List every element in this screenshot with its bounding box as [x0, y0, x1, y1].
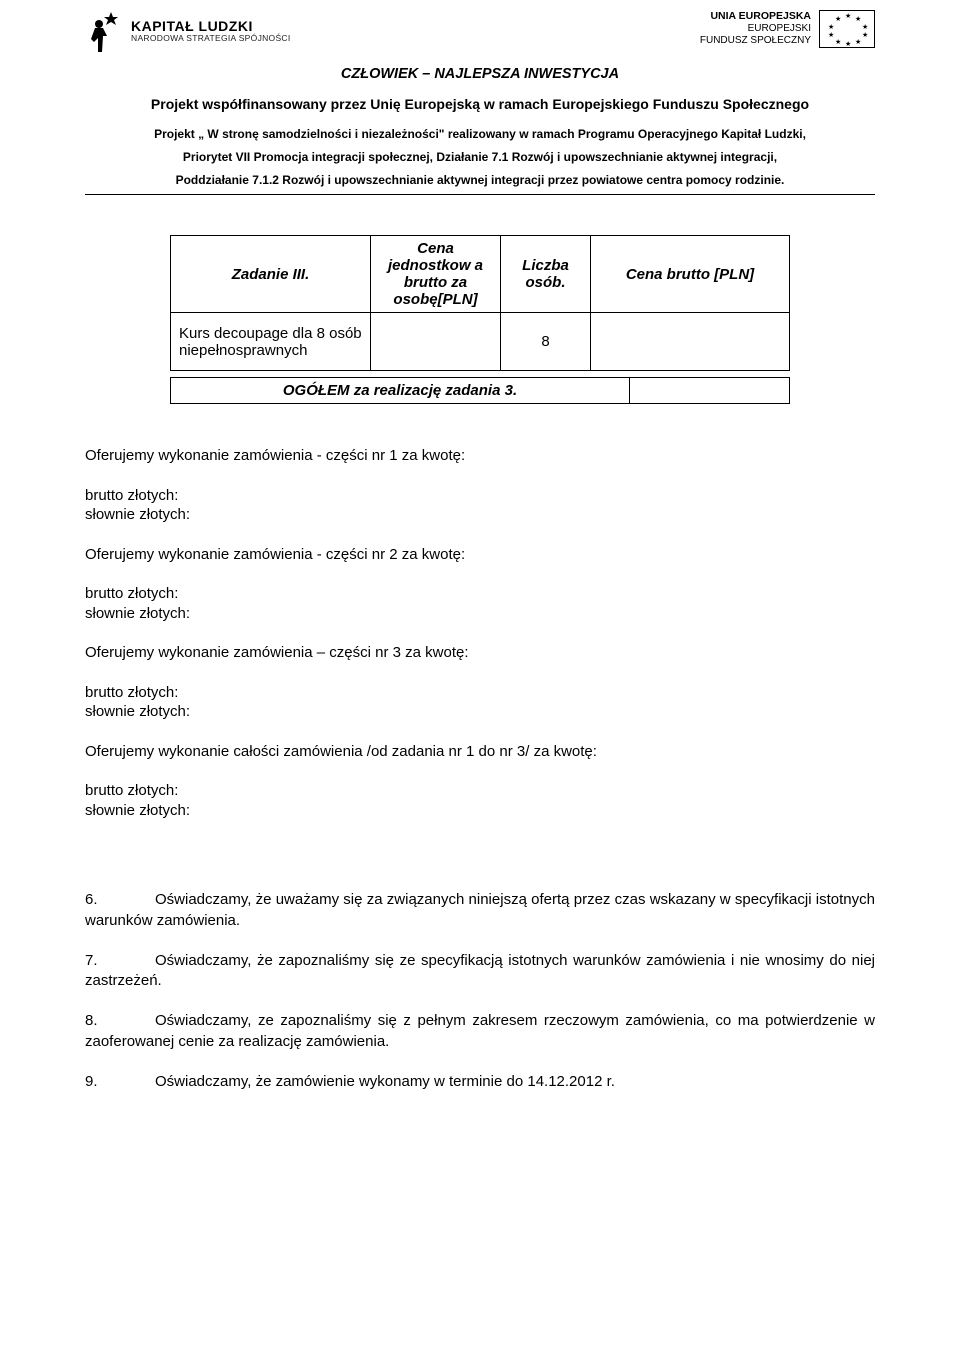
logo-kapital-ludzki: KAPITAŁ LUDZKI NARODOWA STRATEGIA SPÓJNO… — [85, 10, 291, 52]
task-table: Zadanie III. Cena jednostkow a brutto za… — [170, 235, 790, 371]
offer-part3: Oferujemy wykonanie zamówienia – części … — [85, 643, 875, 663]
row1-desc: Kurs decoupage dla 8 osób niepełnosprawn… — [179, 325, 362, 359]
row1-count: 8 — [541, 333, 549, 350]
eu-flag-icon: ★ ★ ★ ★ ★ ★ ★ ★ ★ ★ — [819, 10, 875, 48]
project-desc-3: Poddziałanie 7.1.2 Rozwój i upowszechnia… — [85, 172, 875, 189]
logo-eu: UNIA EUROPEJSKA EUROPEJSKI FUNDUSZ SPOŁE… — [700, 10, 875, 48]
project-desc-1: Projekt „ W stronę samodzielności i niez… — [85, 126, 875, 143]
brutto-3: brutto złotych: — [85, 683, 875, 703]
eu-line2: EUROPEJSKI — [700, 23, 811, 35]
th-total: Cena brutto [PLN] — [626, 266, 754, 283]
kl-subtitle: NARODOWA STRATEGIA SPÓJNOŚCI — [131, 34, 291, 43]
person-star-icon — [85, 10, 123, 52]
project-desc-2: Priorytet VII Promocja integracji społec… — [85, 149, 875, 166]
th-count: Liczba osób. — [522, 257, 569, 291]
slownie-2: słownie złotych: — [85, 604, 875, 624]
brutto-2: brutto złotych: — [85, 584, 875, 604]
sum-label: OGÓŁEM za realizację zadania 3. — [283, 382, 517, 399]
offer-body: Oferujemy wykonanie zamówienia - części … — [85, 446, 875, 820]
header-logos: KAPITAŁ LUDZKI NARODOWA STRATEGIA SPÓJNO… — [85, 10, 875, 52]
offer-part2: Oferujemy wykonanie zamówienia - części … — [85, 545, 875, 565]
sum-value — [630, 378, 790, 404]
kl-title: KAPITAŁ LUDZKI — [131, 19, 291, 34]
decl-8: 8.Oświadczamy, ze zapoznaliśmy się z peł… — [85, 1011, 875, 1052]
header-slogan: CZŁOWIEK – NAJLEPSZA INWESTYCJA — [85, 66, 875, 82]
slownie-1: słownie złotych: — [85, 505, 875, 525]
slownie-3: słownie złotych: — [85, 702, 875, 722]
decl-9: 9.Oświadczamy, że zamówienie wykonamy w … — [85, 1072, 875, 1092]
brutto-4: brutto złotych: — [85, 781, 875, 801]
offer-total: Oferujemy wykonanie całości zamówienia /… — [85, 742, 875, 762]
decl-7: 7.Oświadczamy, że zapoznaliśmy się ze sp… — [85, 951, 875, 992]
offer-part1: Oferujemy wykonanie zamówienia - części … — [85, 446, 875, 466]
sum-table: OGÓŁEM za realizację zadania 3. — [170, 377, 790, 404]
eu-line1: UNIA EUROPEJSKA — [700, 10, 811, 23]
brutto-1: brutto złotych: — [85, 486, 875, 506]
th-task: Zadanie III. — [232, 266, 310, 283]
slownie-4: słownie złotych: — [85, 801, 875, 821]
row1-unit-price — [371, 313, 501, 371]
th-unit-price: Cena jednostkow a brutto za osobę[PLN] — [388, 240, 483, 308]
header-cofinance: Projekt współfinansowany przez Unię Euro… — [85, 96, 875, 112]
header-divider — [85, 194, 875, 195]
decl-6: 6.Oświadczamy, że uważamy się za związan… — [85, 890, 875, 931]
row1-total — [591, 313, 790, 371]
eu-line3: FUNDUSZ SPOŁECZNY — [700, 35, 811, 47]
declarations: 6.Oświadczamy, że uważamy się za związan… — [85, 890, 875, 1092]
